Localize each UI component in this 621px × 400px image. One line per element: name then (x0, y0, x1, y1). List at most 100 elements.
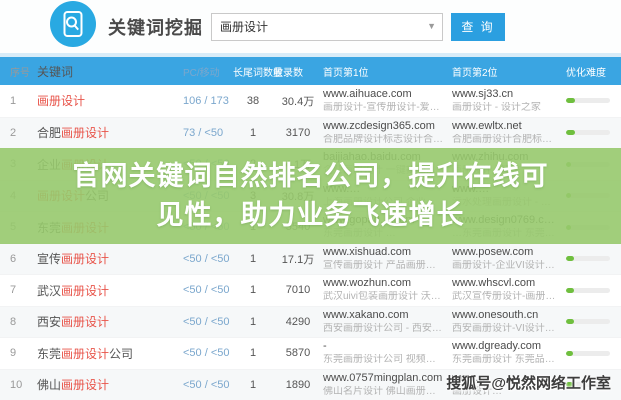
row-index: 6 (10, 252, 17, 265)
table-row[interactable]: 6 宣传画册设计 <50 / <50 1 17.1万 www.xishuad.c… (0, 242, 621, 274)
kw-match: 画册设计 (37, 94, 86, 109)
longtail-count: 1 (249, 252, 257, 265)
indexed-count: 7010 (285, 284, 311, 297)
col-longtail: 长尾词数量 (233, 67, 283, 79)
site-url[interactable]: - (323, 340, 327, 353)
difficulty-cell (562, 382, 621, 388)
site-url[interactable]: www.zcdesign365.com (323, 119, 435, 132)
difficulty-bar (566, 130, 610, 136)
longtail-count: 1 (249, 378, 257, 391)
site-desc: 西安画册设计公司 - 西安卡豆品牌… (323, 322, 444, 334)
site-desc: 武汉宣传册设计-画册设计制作-品… (452, 291, 558, 303)
site-desc: 画册设计 - 设计之家 (452, 101, 541, 113)
difficulty-cell (562, 319, 621, 325)
indexed-count: 1890 (285, 378, 311, 391)
col-indexed: 收录数 (273, 67, 303, 79)
site-url[interactable]: www.posew.com (452, 245, 534, 258)
site-desc: 东莞画册设计 东莞品牌设计 东莞… (452, 354, 558, 366)
longtail-count: 1 (249, 126, 257, 139)
row-index: 9 (10, 347, 17, 360)
site-url[interactable]: www.xishuad.com (323, 245, 412, 258)
row-index: 10 (10, 378, 23, 391)
keyword-cell[interactable]: 西安画册设计 (37, 313, 183, 330)
kw-prefix: 西安 (37, 315, 62, 330)
promo-overlay-banner: 官网关键词自然排名公司，提升在线可 见性，助力业务飞速增长 (0, 148, 621, 244)
table-header: 序号 关键词 PC/移动 长尾词数量 收录数 首页第1位 首页第2位 优化难度 (0, 57, 621, 85)
difficulty-cell (562, 98, 621, 104)
indexed-count: 3170 (285, 126, 311, 139)
row-index: 8 (10, 315, 17, 328)
site-url[interactable]: www.dgready.com (452, 340, 542, 353)
site-url[interactable]: www.aihuace.com (323, 87, 412, 100)
serp-second-cell: www.ewltx.net合肥画册设计合肥标志设计合肥宣… (452, 120, 562, 146)
site-desc: 合肥品牌设计标志设计合肥logo设… (323, 133, 444, 145)
table-row[interactable]: 9 东莞画册设计公司 <50 / <50 1 5870 - 东莞画册设计公司 视频… (0, 337, 621, 369)
pc-mobile-value: <50 / <50 (183, 252, 230, 265)
keyword-cell[interactable]: 东莞画册设计公司 (37, 345, 183, 362)
promo-line-1: 官网关键词自然排名公司，提升在线可 (72, 161, 549, 191)
site-url[interactable]: www.onesouth.cn (452, 308, 539, 321)
difficulty-cell (562, 287, 621, 293)
serp-second-cell: www.posew.com画册设计-企业VI设计-宣传画册设… (452, 246, 562, 272)
site-url[interactable]: www.sj33.cn (452, 87, 514, 100)
indexed-count: 4290 (285, 315, 311, 328)
keyword-cell[interactable]: 佛山画册设计 (37, 376, 183, 393)
difficulty-cell (562, 256, 621, 262)
table-row[interactable]: 10 佛山画册设计 <50 / <50 1 1890 www.0757mingp… (0, 368, 621, 400)
kw-prefix: 宣传 (37, 252, 62, 267)
kw-match: 画册设计 (61, 126, 110, 141)
keyword-cell[interactable]: 合肥画册设计 (37, 124, 183, 141)
row-index: 1 (10, 94, 17, 107)
chevron-down-icon[interactable]: ▼ (427, 20, 436, 31)
difficulty-cell (562, 130, 621, 136)
indexed-count: 17.1万 (281, 253, 315, 266)
col-serp-1: 首页第1位 (323, 67, 369, 79)
site-url[interactable]: www.0757mingplan.com (323, 371, 443, 384)
site-desc: 合肥画册设计合肥标志设计合肥宣… (452, 133, 558, 145)
kw-match: 画册设计 (61, 283, 110, 298)
keyword-cell[interactable]: 画册设计 (37, 92, 183, 109)
longtail-count: 1 (249, 315, 257, 328)
kw-prefix: 合肥 (37, 126, 62, 141)
promo-line-2: 见性，助力业务飞速增长 (156, 200, 465, 230)
table-row[interactable]: 7 武汉画册设计 <50 / <50 1 7010 www.wozhun.com… (0, 274, 621, 306)
pc-mobile-value: <50 / <50 (183, 284, 230, 297)
kw-suffix: 公司 (109, 346, 134, 361)
app-header: 关键词挖掘 ▼ 查 询 (0, 0, 621, 57)
query-button[interactable]: 查 询 (451, 12, 505, 41)
serp-first-cell: www.aihuace.com画册设计-宣传册设计-爱画册北京… (323, 88, 452, 114)
difficulty-bar (566, 382, 610, 388)
indexed-count: 5870 (285, 347, 311, 360)
table-row[interactable]: 2 合肥画册设计 73 / <50 1 3170 www.zcdesign365… (0, 116, 621, 148)
difficulty-bar (566, 319, 610, 325)
serp-second-cell: www.sj33.cn 画册设计 - 设计之家 (452, 88, 562, 114)
longtail-count: 1 (249, 284, 257, 297)
site-desc: 画册设计-企业VI设计-宣传画册设… (452, 259, 558, 271)
row-index: 7 (10, 284, 17, 297)
indexed-count: 30.4万 (281, 95, 315, 108)
longtail-count: 38 (246, 94, 260, 107)
keyword-cell[interactable]: 宣传画册设计 (37, 250, 183, 267)
site-desc: 东莞画册设计公司 视频大全 高清… (323, 354, 444, 366)
keyword-search-input[interactable] (211, 12, 443, 41)
pc-mobile-value: 106 / 173 (183, 94, 229, 107)
site-url[interactable]: www.ewltx.net (452, 119, 522, 132)
difficulty-bar (566, 350, 610, 356)
col-pc-mobile: PC/移动 (183, 67, 220, 79)
kw-prefix: 武汉 (37, 283, 62, 298)
keyword-cell[interactable]: 武汉画册设计 (37, 282, 183, 299)
table-row[interactable]: 1 画册设计 106 / 173 38 30.4万 www.aihuace.co… (0, 85, 621, 117)
kw-prefix: 东莞 (37, 346, 62, 361)
site-desc: 画册设计-宣传册设计-爱画册北京… (323, 101, 444, 113)
site-url[interactable]: www.wozhun.com (323, 277, 412, 290)
site-url[interactable]: www.whscvl.com (452, 277, 536, 290)
sohu-watermark: 搜狐号@悦然网络工作室 (446, 375, 611, 392)
table-row[interactable]: 8 西安画册设计 <50 / <50 1 4290 www.xakano.com… (0, 305, 621, 337)
pc-mobile-value: <50 / <50 (183, 315, 230, 328)
site-desc: 佛山名片设计 佛山画册设计 佛山… (323, 385, 444, 397)
site-url[interactable]: www.xakano.com (323, 308, 409, 321)
